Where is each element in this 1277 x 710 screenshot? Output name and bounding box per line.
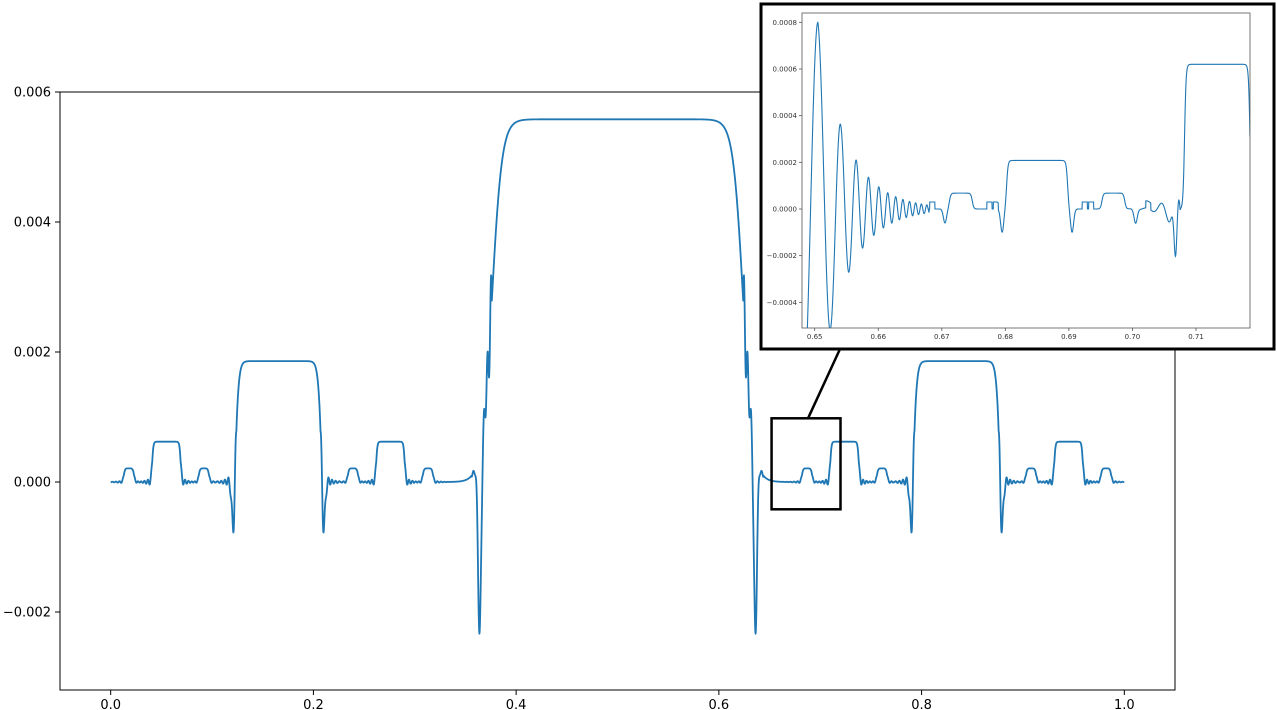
inset-y-tick-label: 0.0002: [773, 159, 798, 167]
main-plot-frame: [59, 91, 1176, 691]
x-tick-label: 0.6: [709, 698, 730, 710]
inset-x-tick-label: 0.69: [1061, 333, 1077, 341]
inset-y-tick-label: 0.0000: [773, 206, 798, 214]
y-tick-label: 0.000: [14, 476, 51, 491]
x-tick-label: 0.4: [506, 698, 527, 710]
inset-x-tick-label: 0.66: [870, 333, 886, 341]
x-tick-label: 0.2: [303, 698, 324, 710]
inset-y-tick-label: 0.0008: [773, 19, 798, 27]
x-tick-label: 1.0: [1114, 698, 1135, 710]
y-tick-label: 0.004: [14, 216, 51, 231]
inset-x-tick-label: 0.71: [1188, 333, 1204, 341]
zoom-region-box: [770, 417, 842, 511]
inset-series-line: [806, 21, 1250, 328]
inset-plot: 0.65 0.66 0.67 0.68 0.69 0.70 0.71 −0.0004 −0.00…: [759, 2, 1276, 351]
zoom-indicator: [770, 348, 842, 511]
x-tick-label: 0.0: [100, 698, 121, 710]
y-tick-label: 0.002: [14, 346, 51, 361]
inset-x-tick-label: 0.65: [807, 333, 823, 341]
inset-x-tick-label: 0.70: [1125, 333, 1141, 341]
inset-y-tick-label: 0.0006: [773, 66, 798, 74]
inset-x-tick-label: 0.67: [934, 333, 950, 341]
x-tick-label: 0.8: [911, 698, 932, 710]
y-tick-label: 0.006: [14, 86, 51, 101]
inset-y-tick-label: −0.0002: [767, 252, 797, 260]
y-tick-label: −0.002: [3, 606, 51, 621]
zoom-connector-line: [806, 348, 842, 419]
inset-x-tick-label: 0.68: [998, 333, 1014, 341]
inset-y-tick-label: 0.0004: [773, 112, 798, 120]
main-series-line: [110, 118, 1125, 635]
inset-y-tick-label: −0.0004: [767, 299, 798, 307]
main-plot: 0.0 0.2 0.4 0.6 0.8 1.0 −0.002 0.000 0.002 0.004 0…: [3, 86, 1176, 710]
inset-plot-frame: [801, 12, 1251, 329]
inset-border: [759, 2, 1276, 351]
main-axes: 0.0 0.2 0.4 0.6 0.8 1.0 −0.002 0.000 0.002 0.004 0…: [3, 86, 1135, 710]
